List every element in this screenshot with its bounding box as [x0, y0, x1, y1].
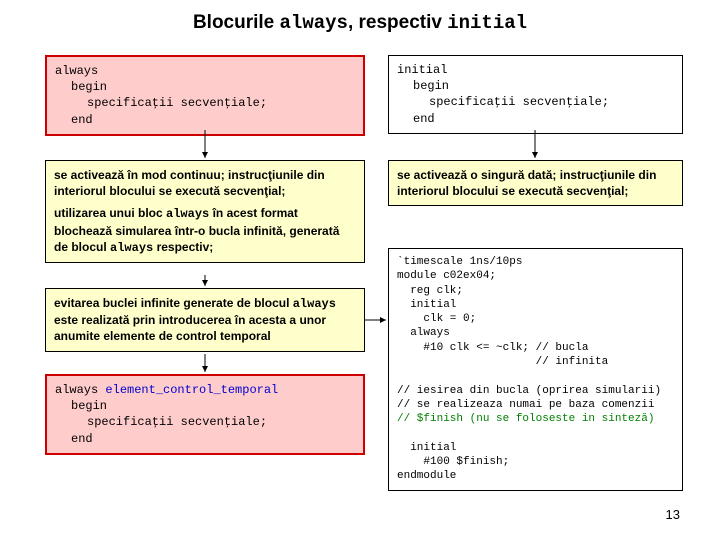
- initial-l1: initial: [397, 62, 674, 78]
- title-text-2: , respectiv: [348, 12, 447, 33]
- box-initial-code: initial begin specificaţii secvenţiale; …: [388, 55, 683, 134]
- always2-l1: always element_control_temporal: [55, 382, 355, 398]
- title-kw-always: always: [280, 12, 348, 34]
- initial-l4: end: [397, 111, 674, 127]
- always-l4: end: [55, 112, 355, 128]
- always2-l3: specificaţii secvenţiale;: [55, 414, 355, 430]
- note-always-p1: se activează în mod continuu; instrucţiu…: [54, 167, 356, 199]
- page-number: 13: [666, 507, 680, 522]
- always2-l2: begin: [55, 398, 355, 414]
- code-example: `timescale 1ns/10ps module c02ex04; reg …: [388, 248, 683, 491]
- box-always-code: always begin specificaţii secvenţiale; e…: [45, 55, 365, 136]
- note-always: se activează în mod continuu; instrucţiu…: [45, 160, 365, 263]
- note-always-p2: utilizarea unui bloc always în acest for…: [54, 205, 356, 256]
- always-l3: specificaţii secvenţiale;: [55, 95, 355, 111]
- title-text-1: Blocurile: [193, 12, 280, 33]
- note-initial: se activează o singură dată; instrucţiun…: [388, 160, 683, 206]
- page-title: Blocurile always, respectiv initial: [0, 0, 720, 44]
- title-kw-initial: initial: [447, 12, 527, 34]
- always-l2: begin: [55, 79, 355, 95]
- initial-l2: begin: [397, 78, 674, 94]
- always2-l4: end: [55, 431, 355, 447]
- initial-l3: specificaţii secvenţiale;: [397, 94, 674, 110]
- note-evitare: evitarea buclei infinite generate de blo…: [45, 288, 365, 352]
- always-l1: always: [55, 63, 355, 79]
- box-always-control: always element_control_temporal begin sp…: [45, 374, 365, 455]
